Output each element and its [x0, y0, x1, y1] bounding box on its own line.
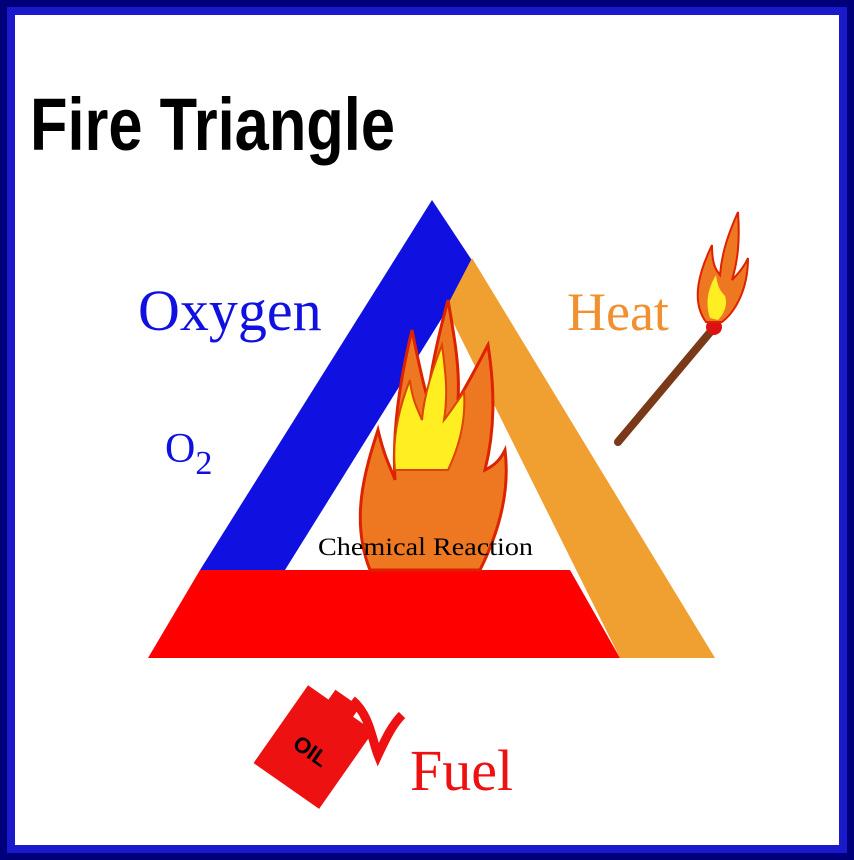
heat-label: Heat: [567, 282, 669, 342]
title: Fire Triangle: [30, 83, 395, 166]
can-cap: [327, 689, 360, 719]
match-flame-core: [707, 275, 727, 320]
can-spout: [348, 696, 406, 767]
flame-core: [393, 341, 466, 471]
oxygen-label: Oxygen: [138, 278, 322, 343]
heat-side: [446, 258, 715, 658]
fuel-side: [148, 570, 620, 658]
match-stick: [614, 326, 716, 446]
oxygen-side: [200, 200, 475, 570]
fuel-label: Fuel: [410, 738, 513, 803]
formula-subscript: 2: [195, 445, 212, 482]
center-label: Chemical Reaction: [318, 534, 534, 561]
fuel-can: OIL: [253, 685, 374, 809]
formula-symbol: O: [165, 426, 195, 472]
oxygen-formula: O2: [165, 426, 212, 482]
can-body: [253, 685, 374, 809]
